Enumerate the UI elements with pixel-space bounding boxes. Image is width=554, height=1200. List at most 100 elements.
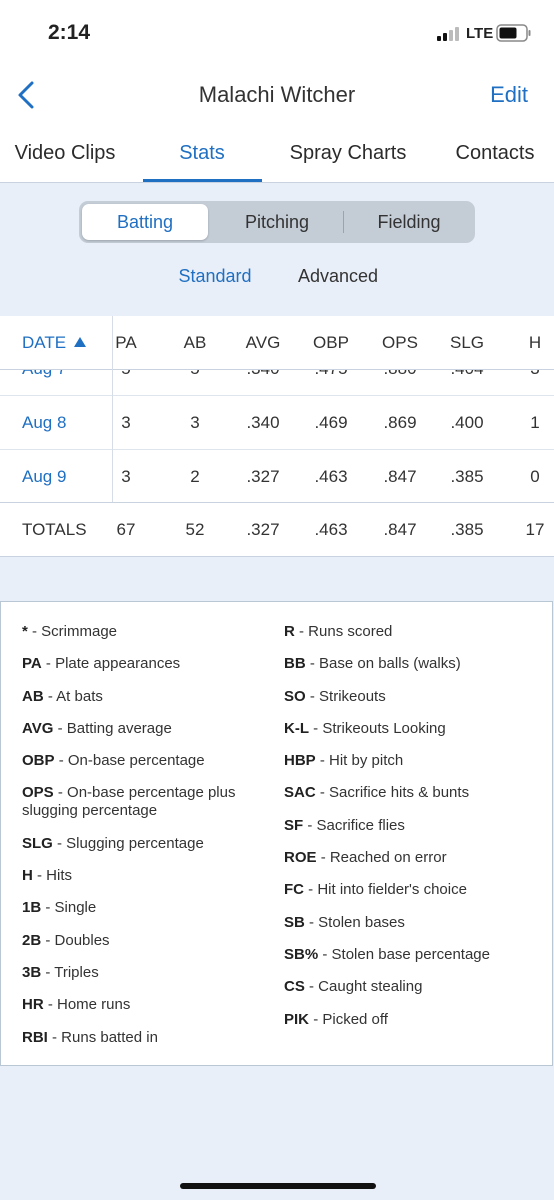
legend-abbr: SO <box>284 687 306 705</box>
home-indicator <box>180 1183 376 1189</box>
segment[interactable]: Batting <box>116 212 174 232</box>
legend-item: AB - At bats <box>22 688 277 706</box>
legend-abbr: SB% <box>284 945 319 963</box>
column-header: PA <box>115 333 137 352</box>
legend-abbr: RBI <box>22 1028 48 1046</box>
cell: .340 <box>246 370 279 379</box>
legend-desc: - Caught stealing <box>309 978 423 996</box>
legend-item: OPS - On-base percentage plus slugging p… <box>22 784 277 820</box>
totals-cell: 17 <box>525 520 545 539</box>
legend-desc: - Hit by pitch <box>319 752 404 770</box>
legend-desc: - Plate appearances <box>45 655 181 673</box>
cell: .340 <box>246 413 280 432</box>
legend-abbr: OBP <box>22 752 55 770</box>
legend-column: * - Scrimmage PA - Plate appearances AB - … <box>22 623 277 1061</box>
legend-desc: - Doubles <box>45 931 110 949</box>
cell: 5 <box>121 370 130 379</box>
cell: .880 <box>383 370 416 379</box>
legend-item: R - Runs scored <box>284 623 539 641</box>
cell: 3 <box>190 413 200 432</box>
column-header: SLG <box>449 333 485 352</box>
legend-desc: - Stolen bases <box>309 913 405 931</box>
legend-item: HR - Home runs <box>22 996 277 1014</box>
tab[interactable]: Video Clips <box>14 142 116 164</box>
legend-column: R - Runs scored BB - Base on balls (walks… <box>284 623 539 1043</box>
header: 2:14 LTE Malachi Witcher Edit Video Clip… <box>0 0 554 183</box>
column-header: OPS <box>382 333 418 352</box>
tab-active[interactable]: Stats <box>179 142 225 164</box>
totals-cell: .463 <box>314 520 348 539</box>
totals-cell: .385 <box>450 520 484 539</box>
legend-item: ROE - Reached on error <box>284 849 539 867</box>
cell: .475 <box>314 370 347 379</box>
tab[interactable]: Spray Charts <box>289 142 407 164</box>
page-title: Malachi Witcher <box>198 82 356 107</box>
legend-item: SF - Sacrifice flies <box>284 817 539 835</box>
legend-item: AVG - Batting average <box>22 720 277 738</box>
legend-abbr: PIK <box>284 1010 310 1028</box>
cell: 0 <box>530 467 540 486</box>
legend-desc: - Batting average <box>57 719 172 737</box>
legend-item: SB - Stolen bases <box>284 914 539 932</box>
signal-icon <box>437 27 459 41</box>
totals-cell: .327 <box>246 520 280 539</box>
legend-desc: - Base on balls (walks) <box>309 655 461 673</box>
legend-item: HBP - Hit by pitch <box>284 752 539 770</box>
cell: 5 <box>190 370 199 379</box>
legend-item: SAC - Sacrifice hits & bunts <box>284 784 539 802</box>
legend-abbr: * <box>22 623 28 640</box>
legend-item: 2B - Doubles <box>22 932 277 950</box>
legend-item: * - Scrimmage <box>22 623 277 641</box>
cell: .327 <box>246 467 280 486</box>
legend-item: SO - Strikeouts <box>284 688 539 706</box>
legend-abbr: 3B <box>22 963 42 981</box>
legend-desc: - Stolen base percentage <box>322 945 490 963</box>
totals-border <box>0 502 554 503</box>
legend-abbr: BB <box>284 655 306 673</box>
date-cell[interactable]: Aug 8 <box>22 413 67 432</box>
legend-desc: - Single <box>45 899 97 917</box>
column-header: OBP <box>313 333 349 352</box>
legend-abbr: 1B <box>22 899 42 917</box>
segment[interactable]: Fielding <box>377 212 441 232</box>
legend-abbr: H <box>22 867 33 885</box>
cell: 3 <box>121 467 131 486</box>
legend-desc: - Home runs <box>47 996 131 1014</box>
legend-item: PA - Plate appearances <box>22 655 277 673</box>
segment[interactable]: Pitching <box>244 212 310 232</box>
table-row: Aug 8 3 3 .340 .469 .869 .400 1 <box>0 396 554 450</box>
cell: 1 <box>530 413 540 432</box>
legend-desc: - On-base percentage <box>58 752 205 770</box>
sub-tab-active[interactable]: Standard <box>178 266 252 286</box>
battery-icon <box>496 24 531 42</box>
tab[interactable]: Contacts <box>455 142 535 164</box>
segment-divider <box>343 211 344 233</box>
date-cell[interactable]: Aug 7 <box>22 370 66 379</box>
header-border <box>0 369 554 370</box>
legend-desc: - Hits <box>37 867 73 885</box>
totals-label: TOTALS <box>22 520 87 539</box>
tab-indicator <box>143 179 262 182</box>
legend-abbr: AVG <box>22 719 54 737</box>
legend-desc: - Hit into fielder's choice <box>308 881 467 899</box>
column-header[interactable]: DATE <box>22 333 67 352</box>
cell: 3 <box>121 413 131 432</box>
table-body: Aug 7 5 5 .340 .475 .880 .404 3 Aug 8 3 3 .340 .469.… <box>0 370 554 503</box>
legend-item: FC - Hit into fielder's choice <box>284 881 539 899</box>
legend-desc: - Slugging percentage <box>57 834 204 852</box>
totals-cell: .847 <box>383 520 417 539</box>
date-cell[interactable]: Aug 9 <box>22 467 67 486</box>
cell: .869 <box>383 413 417 432</box>
legend-desc: - Picked off <box>313 1010 388 1028</box>
legend-abbr: SLG <box>22 834 53 852</box>
legend-desc: - Runs scored <box>299 623 393 640</box>
time: 2:14 <box>48 21 91 44</box>
legend-item: K-L - Strikeouts Looking <box>284 720 539 738</box>
edit-button[interactable]: Edit <box>490 82 528 107</box>
legend-desc: - Scrimmage <box>32 623 118 640</box>
legend-item: SB% - Stolen base percentage <box>284 946 539 964</box>
sub-tab[interactable]: Advanced <box>297 266 379 286</box>
back-button[interactable] <box>14 80 38 110</box>
legend-abbr: SAC <box>284 784 316 802</box>
